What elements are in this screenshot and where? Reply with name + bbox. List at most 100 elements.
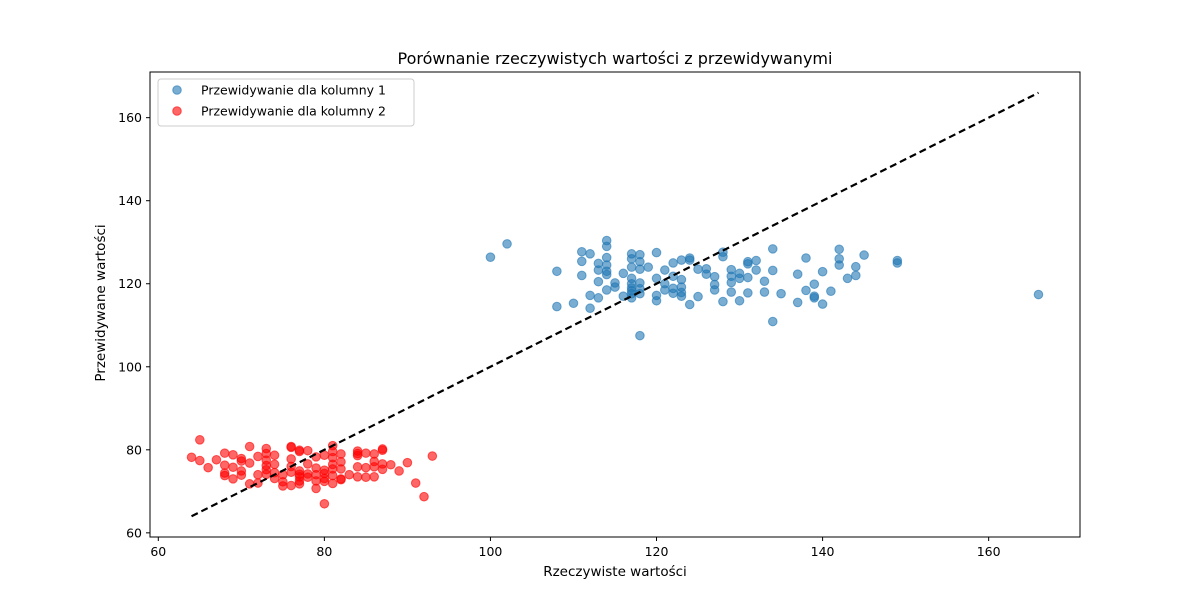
series-1-point bbox=[693, 291, 703, 302]
series-2-point bbox=[336, 464, 346, 474]
series-1-point bbox=[743, 288, 753, 298]
series-2-point bbox=[427, 451, 438, 461]
series-2-point bbox=[244, 458, 255, 468]
series-1-point bbox=[767, 316, 778, 327]
plot-area bbox=[186, 91, 1044, 518]
series-2-point bbox=[344, 469, 355, 480]
series-1-point bbox=[792, 297, 803, 308]
series-1-point bbox=[834, 260, 844, 270]
series-1-point bbox=[610, 282, 620, 292]
series-1-point bbox=[826, 286, 836, 297]
series-1-point bbox=[576, 246, 587, 257]
y-tick-label: 60 bbox=[126, 525, 142, 540]
series-1-point bbox=[734, 295, 745, 306]
series-1-point bbox=[618, 268, 629, 279]
series-1-point bbox=[809, 279, 820, 289]
series-2-point bbox=[286, 442, 296, 453]
series-1-point bbox=[817, 299, 828, 309]
chart-title: Porównanie rzeczywistych wartości z prze… bbox=[398, 49, 833, 68]
series-2-point bbox=[386, 459, 396, 470]
series-2-point bbox=[244, 441, 255, 452]
x-tick-label: 100 bbox=[479, 544, 503, 559]
series-2-point bbox=[269, 459, 280, 470]
x-tick-label: 60 bbox=[150, 544, 166, 559]
series-2-point bbox=[302, 445, 313, 456]
series-1-point bbox=[601, 285, 612, 295]
series-2-point bbox=[203, 462, 213, 473]
axes-frame bbox=[149, 71, 1081, 538]
series-1-point bbox=[726, 287, 737, 297]
y-tick-label: 80 bbox=[126, 442, 142, 457]
y-axis: 60 80 100 120 140 160 bbox=[118, 110, 150, 540]
x-tick-label: 140 bbox=[811, 544, 835, 559]
series-1-point bbox=[776, 288, 786, 299]
series-1-point bbox=[801, 253, 811, 263]
series-1-point bbox=[635, 330, 645, 341]
y-tick-label: 140 bbox=[118, 193, 142, 208]
series-1-point bbox=[1033, 289, 1044, 300]
series-2-point bbox=[327, 478, 338, 489]
series-1-point bbox=[502, 239, 512, 249]
series-2-point bbox=[302, 459, 313, 469]
series-1-point bbox=[693, 264, 703, 275]
series-1-point bbox=[834, 244, 844, 255]
series-2-point bbox=[294, 446, 305, 457]
x-axis: 60 80 100 120 140 160 bbox=[150, 537, 1001, 559]
series-2-point bbox=[352, 450, 363, 461]
series-1-point bbox=[684, 255, 695, 265]
series-1-point bbox=[767, 244, 778, 254]
y-tick-label: 160 bbox=[118, 110, 142, 125]
series-2-point bbox=[195, 455, 205, 466]
legend: Przewidywanie dla kolumny 1 Przewidywanie… bbox=[157, 78, 415, 127]
series-2-point bbox=[186, 452, 197, 463]
series-2-point bbox=[352, 471, 363, 482]
series-2-point bbox=[253, 451, 263, 462]
series-1-point bbox=[859, 250, 869, 260]
series-1-point bbox=[668, 258, 678, 268]
series-2-point bbox=[228, 474, 238, 484]
series-1-point bbox=[651, 247, 662, 258]
series-1-point bbox=[718, 296, 728, 307]
series-2-point bbox=[195, 435, 205, 445]
series-2-point bbox=[228, 462, 238, 473]
series-2-point bbox=[261, 469, 272, 480]
series-2-point bbox=[302, 472, 313, 483]
series-1-point bbox=[626, 254, 637, 264]
series-2-point bbox=[311, 483, 321, 494]
series-1-point bbox=[676, 255, 687, 265]
series-1-point bbox=[809, 293, 820, 303]
series-2-point bbox=[253, 478, 263, 488]
legend-marker bbox=[172, 106, 182, 116]
series-2-point bbox=[219, 470, 230, 481]
series-1-point bbox=[734, 273, 745, 284]
series-1-point bbox=[593, 293, 604, 303]
series-2-point bbox=[211, 454, 222, 465]
series-1-point bbox=[767, 265, 778, 276]
series-2-point bbox=[336, 449, 346, 459]
series-1-point bbox=[718, 251, 728, 262]
series-2-point bbox=[361, 448, 371, 458]
series-2-point bbox=[377, 445, 388, 456]
series-1-point bbox=[601, 241, 612, 252]
series-2-point bbox=[253, 469, 263, 480]
series-1-point bbox=[585, 290, 595, 301]
series-1-point bbox=[759, 276, 770, 287]
series-1-point bbox=[701, 269, 712, 279]
series-2-point bbox=[327, 470, 338, 481]
series-1-point bbox=[568, 298, 579, 309]
series-2-point bbox=[419, 491, 429, 502]
series-1-point bbox=[709, 271, 720, 282]
series-1-point bbox=[626, 262, 637, 272]
series-1-point bbox=[851, 261, 861, 272]
legend-label: Przewidywanie dla kolumny 2 bbox=[201, 104, 386, 119]
y-axis-label: Przewidywane wartości bbox=[93, 224, 109, 381]
series-1-point bbox=[660, 265, 670, 275]
series-1-point bbox=[709, 285, 720, 295]
series-2-point bbox=[402, 457, 413, 468]
legend-box bbox=[157, 78, 415, 127]
reference-line bbox=[191, 91, 1039, 518]
y-tick-label: 100 bbox=[118, 359, 142, 374]
series-2-point bbox=[319, 498, 330, 509]
